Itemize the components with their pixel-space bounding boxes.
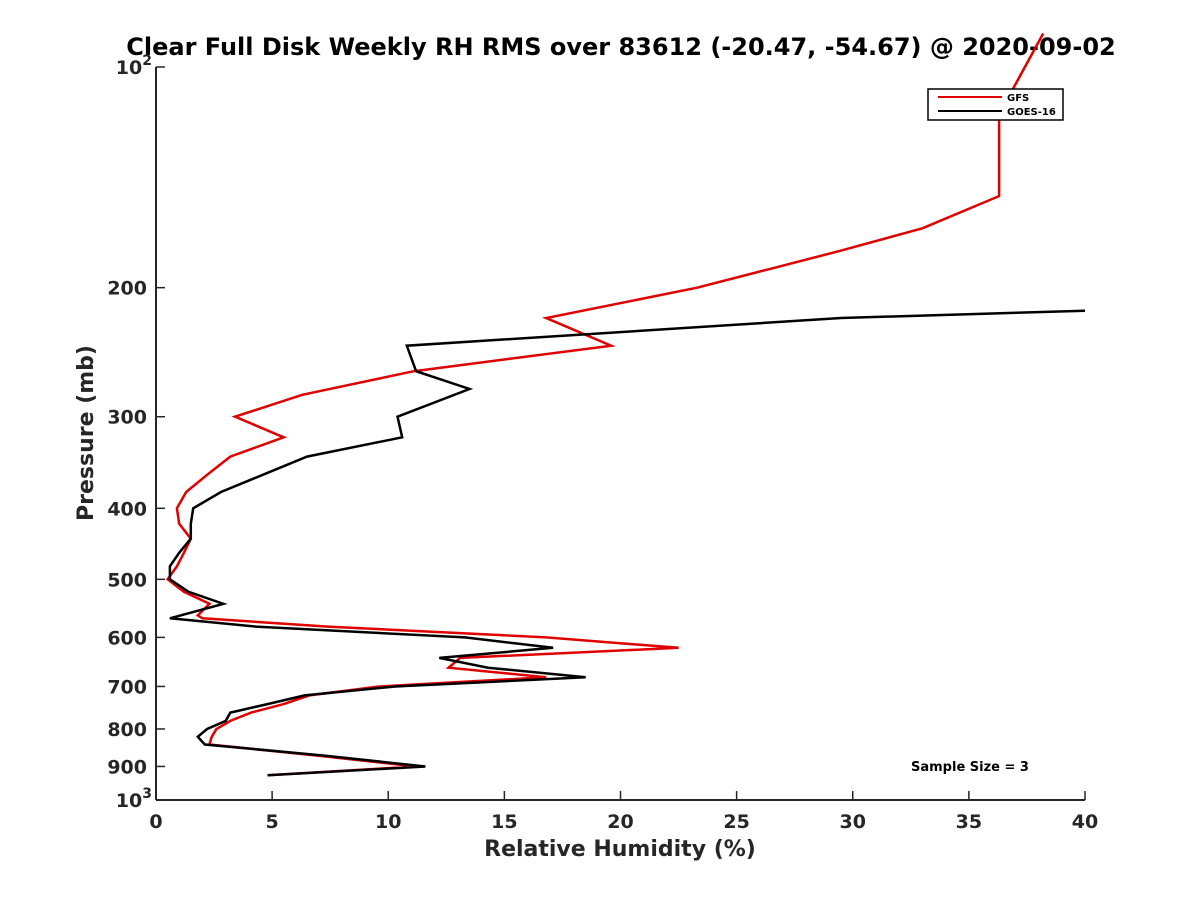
y-tick-label: 400	[107, 498, 147, 520]
y-tick-label: 500	[107, 569, 147, 591]
y-tick-label: 103	[116, 786, 152, 812]
legend: GFS GOES-16	[927, 88, 1064, 121]
y-axis-ticks: 102 200 300 400 500 600 700 800 900 103	[107, 53, 165, 812]
y-tick-label: 200	[107, 278, 147, 300]
legend-label-goes16: GOES-16	[1007, 107, 1056, 118]
y-tick-label: 102	[116, 53, 152, 79]
x-tick-label: 20	[607, 811, 633, 833]
series-line-goes-16	[168, 309, 1086, 777]
x-tick-label: 5	[266, 811, 279, 833]
chart-title: Clear Full Disk Weekly RH RMS over 83612…	[126, 33, 1115, 61]
y-tick-label: 700	[107, 676, 147, 698]
x-tick-label: 30	[840, 811, 866, 833]
series-line-gfs	[165, 32, 1045, 777]
x-tick-label: 15	[491, 811, 517, 833]
x-tick-label: 40	[1072, 811, 1098, 833]
y-tick-label: 800	[107, 719, 147, 741]
legend-label-gfs: GFS	[1007, 93, 1029, 104]
y-tick-label: 600	[107, 627, 147, 649]
x-axis-label: Relative Humidity (%)	[484, 837, 756, 862]
x-axis-ticks: 0 5 10 15 20 25 30 35 40	[149, 791, 1098, 833]
sample-size-annotation: Sample Size = 3	[911, 760, 1029, 775]
y-tick-label: 300	[107, 407, 147, 429]
x-tick-label: 10	[375, 811, 401, 833]
y-axis-label: Pressure (mb)	[74, 345, 99, 521]
legend-box	[927, 88, 1064, 121]
x-tick-label: 35	[956, 811, 982, 833]
x-tick-label: 25	[723, 811, 749, 833]
x-tick-label: 0	[149, 811, 162, 833]
y-tick-label: 900	[107, 756, 147, 778]
plot-area	[165, 32, 1086, 777]
